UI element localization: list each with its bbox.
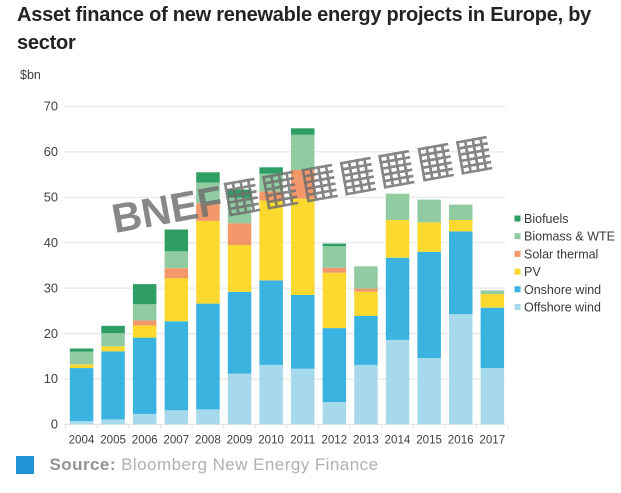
svg-text:10: 10 [44,371,58,386]
svg-text:Biomass & WTE: Biomass & WTE [524,230,615,244]
svg-text:2004: 2004 [69,434,95,447]
svg-text:2011: 2011 [290,434,315,447]
svg-text:0: 0 [51,417,58,432]
svg-text:2008: 2008 [195,434,221,447]
svg-text:Onshore wind: Onshore wind [524,283,601,297]
svg-text:2015: 2015 [416,434,442,447]
svg-text:2007: 2007 [163,434,189,447]
svg-text:2014: 2014 [385,434,411,447]
svg-text:2006: 2006 [132,434,158,447]
svg-text:2017: 2017 [479,434,505,447]
svg-text:2013: 2013 [353,434,379,447]
svg-text:Solar thermal: Solar thermal [524,247,598,261]
svg-text:20: 20 [44,326,58,341]
svg-text:70: 70 [44,99,58,114]
svg-text:PV: PV [524,265,541,279]
svg-text:Offshore wind: Offshore wind [524,301,601,315]
svg-text:30: 30 [44,280,58,295]
svg-text:2009: 2009 [227,434,253,447]
svg-text:2016: 2016 [448,434,474,447]
svg-text:2005: 2005 [100,434,126,447]
svg-text:Biofuels: Biofuels [524,212,568,226]
svg-text:50: 50 [44,190,58,205]
svg-text:2010: 2010 [258,434,284,447]
svg-text:60: 60 [44,144,58,159]
svg-text:2012: 2012 [321,434,347,447]
svg-text:40: 40 [44,235,58,250]
